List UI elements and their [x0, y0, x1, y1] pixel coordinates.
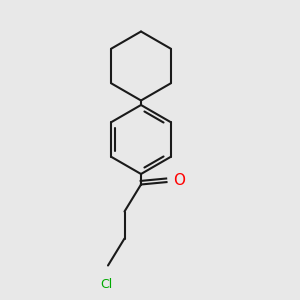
Text: O: O: [173, 173, 185, 188]
Text: Cl: Cl: [100, 278, 112, 290]
